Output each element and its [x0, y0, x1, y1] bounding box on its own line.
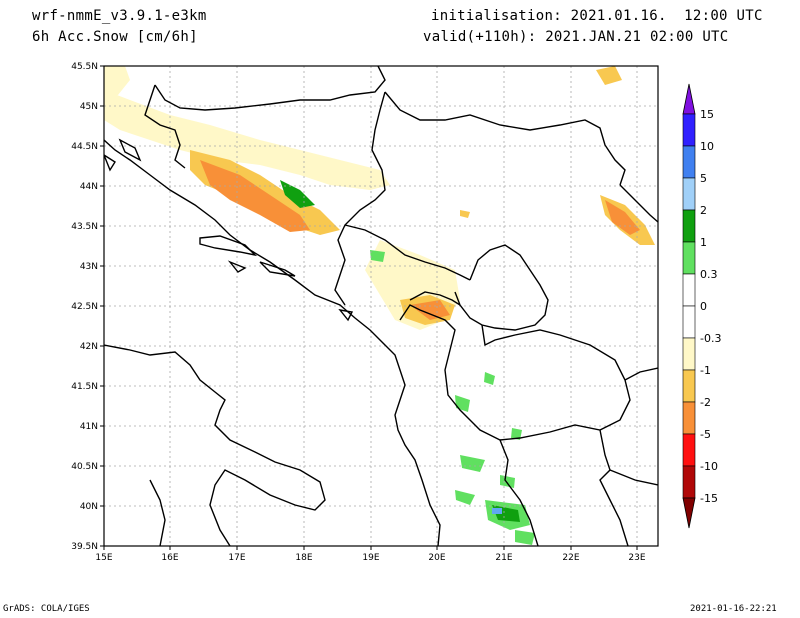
colorbar-segment [682, 241, 696, 275]
lat-label: 42.5N [71, 302, 98, 312]
lon-label: 20E [428, 553, 445, 563]
colorbar-segment [682, 337, 696, 371]
colorbar-label: 10 [700, 140, 714, 153]
lon-label: 22E [562, 553, 579, 563]
lat-label: 45N [80, 102, 98, 112]
colorbar-bottom-arrow [682, 497, 696, 529]
lat-label: 41.5N [71, 382, 98, 392]
colorbar-label: -0.3 [700, 332, 721, 345]
colorbar-label: -2 [700, 396, 711, 409]
colorbar-label: 5 [700, 172, 707, 185]
valid-time: valid(+110h): 2021.JAN.21 02:00 UTC [423, 29, 729, 45]
colorbar-segment [682, 177, 696, 211]
lon-label: 17E [228, 553, 245, 563]
colorbar-segment [682, 305, 696, 339]
lon-labels: 15E 16E 17E 18E 19E 20E 21E 22E 23E [95, 553, 645, 563]
lat-label: 41N [80, 422, 98, 432]
colorbar-segment [682, 369, 696, 403]
lat-label: 43N [80, 262, 98, 272]
colorbar-label: 0 [700, 300, 707, 313]
lon-label: 19E [362, 553, 379, 563]
footer-timestamp: 2021-01-16-22:21 [690, 604, 777, 614]
lat-label: 45.5N [71, 62, 98, 72]
lat-label: 40.5N [71, 462, 98, 472]
lat-label: 39.5N [71, 542, 98, 552]
colorbar-segment [682, 465, 696, 499]
lon-label: 15E [95, 553, 112, 563]
init-time: initialisation: 2021.01.16. 12:00 UTC [431, 8, 763, 24]
map-area [104, 66, 658, 546]
lat-label: 43.5N [71, 222, 98, 232]
colorbar-label: 15 [700, 108, 714, 121]
colorbar-label: -10 [700, 460, 718, 473]
colorbar-segment [682, 113, 696, 147]
colorbar-label: -5 [700, 428, 711, 441]
coastlines-borders [104, 66, 658, 546]
colorbar-label: 1 [700, 236, 707, 249]
colorbar-segment [682, 209, 696, 243]
colorbar-top-arrow [682, 83, 696, 115]
colorbar-label: -15 [700, 492, 718, 505]
lon-label: 16E [161, 553, 178, 563]
colorbar-segment [682, 401, 696, 435]
lon-label: 18E [295, 553, 312, 563]
colorbar-segment [682, 433, 696, 467]
colorbar-labels: 15 10 5 2 1 0.3 0 -0.3 -1 -2 -5 -10 -15 [700, 108, 721, 505]
colorbar [682, 83, 696, 529]
model-title: wrf-nmmE_v3.9.1-e3km [32, 8, 207, 24]
colorbar-label: -1 [700, 364, 711, 377]
colorbar-segment [682, 273, 696, 307]
colorbar-segment [682, 145, 696, 179]
lon-label: 21E [495, 553, 512, 563]
tick-marks [100, 65, 638, 550]
lat-label: 44N [80, 182, 98, 192]
colorbar-label: 2 [700, 204, 707, 217]
lat-label: 44.5N [71, 142, 98, 152]
lat-label: 42N [80, 342, 98, 352]
field-title: 6h Acc.Snow [cm/6h] [32, 29, 198, 45]
colorbar-label: 0.3 [700, 268, 718, 281]
lon-label: 23E [628, 553, 645, 563]
lat-labels: 45.5N 45N 44.5N 44N 43.5N 43N 42.5N 42N … [71, 62, 98, 552]
snow-shading [104, 66, 655, 545]
footer-credit: GrADS: COLA/IGES [3, 604, 90, 614]
lat-label: 40N [80, 502, 98, 512]
